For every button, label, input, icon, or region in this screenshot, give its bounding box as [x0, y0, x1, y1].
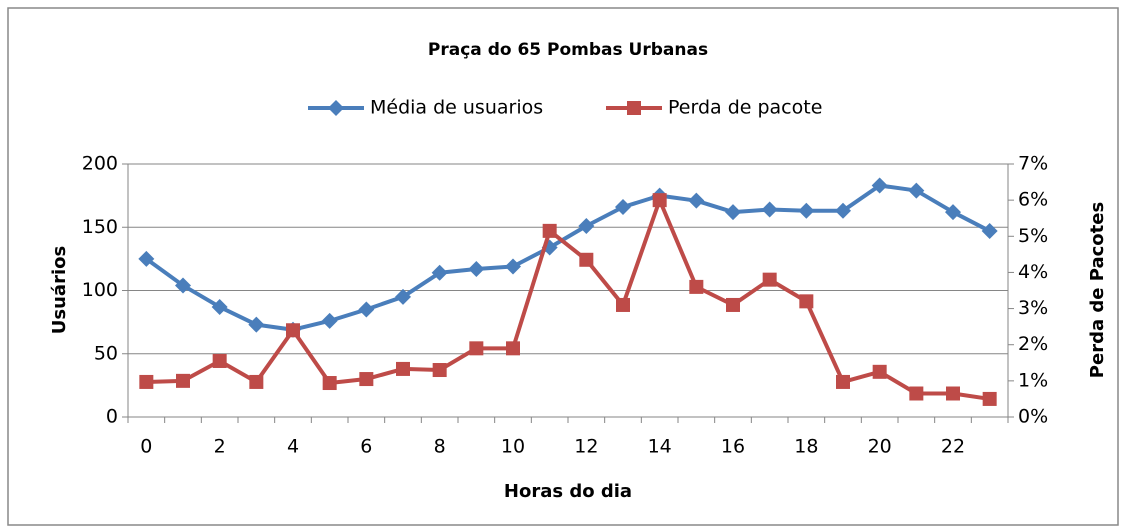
point [872, 364, 887, 379]
legend-label: Média de usuarios [370, 97, 543, 119]
point [946, 386, 960, 401]
point [358, 301, 375, 318]
point [469, 341, 484, 356]
y2-tick-label: 2% [1018, 333, 1048, 355]
x-tick-label: 20 [868, 436, 892, 458]
y2-tick-label: 0% [1018, 406, 1048, 428]
y-tick-label: 50 [94, 342, 118, 364]
y2-tick-label: 1% [1018, 369, 1048, 391]
point [542, 223, 557, 238]
x-tick-label: 14 [648, 436, 672, 458]
point [286, 323, 300, 338]
point [506, 341, 520, 356]
x-tick-label: 4 [287, 436, 299, 458]
x-tick-label: 2 [214, 436, 226, 458]
point [689, 279, 704, 294]
x-tick-label: 16 [721, 436, 745, 458]
point [798, 202, 815, 219]
x-tick-label: 8 [434, 436, 446, 458]
point [725, 204, 741, 221]
point [835, 202, 851, 219]
point [908, 182, 925, 199]
y-tick-label: 0 [106, 406, 118, 428]
point [212, 353, 227, 368]
point [138, 250, 155, 267]
legend-label: Perda de pacote [668, 97, 822, 119]
y-tick-label: 100 [82, 279, 118, 301]
point [982, 391, 997, 406]
point [909, 386, 924, 401]
point [615, 199, 631, 216]
y2-tick-label: 5% [1018, 225, 1048, 247]
point [175, 277, 191, 294]
y-tick-label: 150 [82, 216, 118, 238]
point [139, 374, 154, 389]
chart-title: Praça do 65 Pombas Urbanas [428, 40, 708, 60]
x-tick-label: 6 [360, 436, 372, 458]
x-tick-label: 22 [941, 436, 965, 458]
point [578, 217, 595, 234]
y2-tick-label: 3% [1018, 297, 1048, 319]
point [652, 193, 667, 208]
point [981, 223, 998, 240]
x-tick-label: 12 [574, 436, 598, 458]
x-tick-label: 10 [501, 436, 525, 458]
point [726, 297, 740, 312]
y-axis-title: Usuários [49, 246, 70, 334]
point [396, 361, 410, 376]
legend-marker [328, 100, 344, 116]
point [871, 177, 888, 194]
point [505, 258, 521, 275]
chart-frame [7, 7, 1119, 526]
point [248, 316, 265, 333]
y2-axis-title: Perda de Pacotes [1087, 202, 1108, 378]
point [249, 374, 264, 389]
x-axis-title: Horas do dia [504, 481, 632, 502]
point [945, 204, 961, 221]
x-tick-label: 18 [794, 436, 818, 458]
point [761, 201, 778, 218]
legend-marker [627, 101, 641, 115]
point [799, 294, 814, 309]
point [579, 252, 594, 267]
y2-tick-label: 4% [1018, 261, 1048, 283]
y2-tick-label: 7% [1018, 153, 1048, 175]
point [762, 272, 777, 287]
point [688, 192, 705, 209]
point [616, 297, 630, 312]
point [431, 264, 448, 281]
point [836, 374, 850, 389]
point [322, 376, 337, 391]
y-tick-label: 200 [82, 153, 118, 175]
point [395, 288, 411, 305]
y2-tick-label: 6% [1018, 189, 1048, 211]
point [468, 260, 485, 277]
point [432, 363, 447, 378]
point [359, 372, 374, 387]
point [176, 373, 190, 388]
point [211, 298, 228, 315]
point [321, 312, 338, 329]
x-tick-label: 0 [140, 436, 152, 458]
